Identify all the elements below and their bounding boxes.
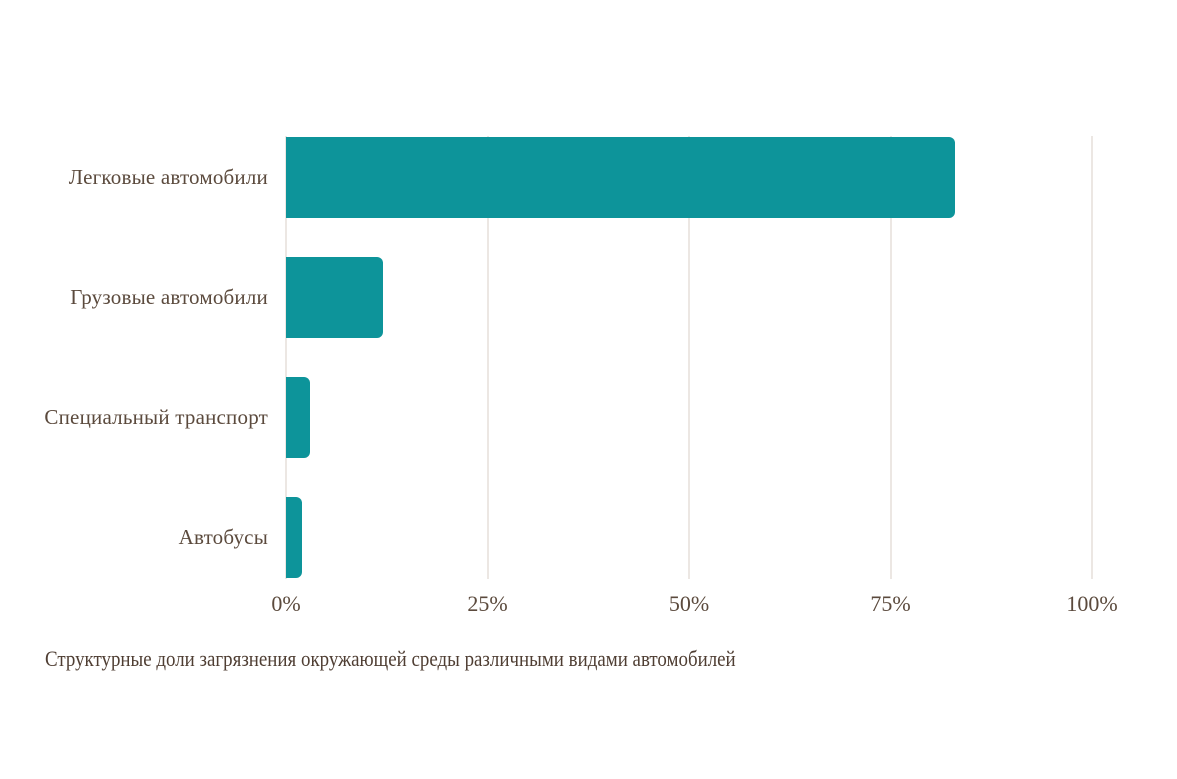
gridline-75 [889, 136, 892, 579]
gridline-50 [688, 136, 690, 579]
x-tick-label-100: 100% [1066, 591, 1118, 616]
category-label-3: Специальный транспорт [44, 405, 268, 429]
x-tick-label-75: 75% [870, 591, 911, 616]
bar-4 [286, 497, 303, 578]
category-label-4: Автобусы [178, 525, 268, 549]
plot-area [285, 136, 1093, 579]
chart-title: Структурные доли загрязнения окружающей … [45, 646, 736, 671]
category-axis: Легковые автомобили Грузовые автомобили Сп… [0, 136, 268, 579]
gridline-0 [285, 136, 287, 579]
x-tick-label-25: 25% [467, 591, 508, 616]
x-axis-ticks: 0% 25% 50% 75% 100% [271, 591, 1117, 623]
bar-1 [286, 137, 955, 218]
bar-3 [286, 377, 311, 458]
x-tick-label-50: 50% [668, 591, 710, 616]
category-label-2: Грузовые автомобили [70, 285, 268, 309]
gridline-25 [486, 136, 489, 579]
category-label-1: Легковые автомобили [68, 165, 268, 189]
x-tick-label-0: 0% [271, 591, 301, 616]
gridline-100 [1091, 136, 1093, 579]
bar-2 [286, 257, 383, 338]
